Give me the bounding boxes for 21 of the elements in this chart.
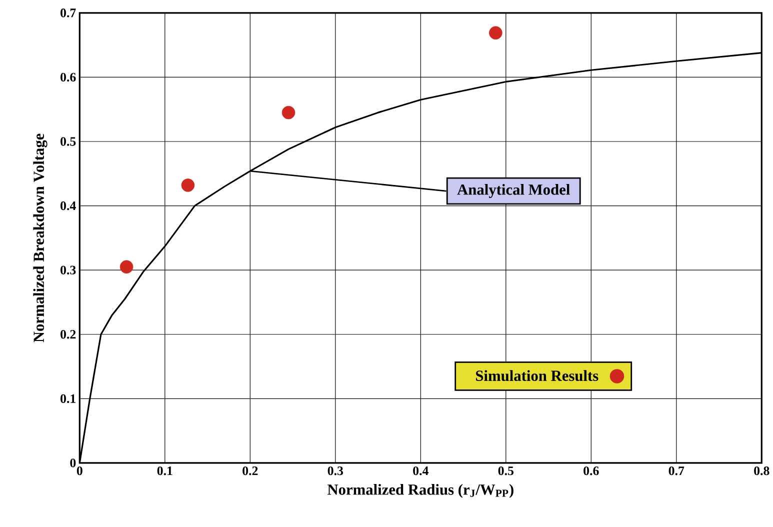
text: Analytical Model (457, 184, 570, 198)
x-tick-label: 0.3 (328, 466, 344, 476)
x-tick-label: 0.7 (668, 466, 684, 476)
x-tick-label: 0.6 (584, 466, 599, 476)
x-tick-label: 0.1 (157, 466, 172, 476)
x-tick-label: 0.4 (413, 466, 428, 476)
x-tick-label: 0.5 (498, 466, 514, 476)
y-tick-label: 0 (70, 458, 76, 468)
y-tick-label: 0.6 (60, 73, 76, 82)
y-tick-label: 0.7 (60, 8, 76, 18)
y-tick-label: 0.5 (60, 137, 76, 146)
y-tick-label: 0.4 (60, 202, 76, 210)
y-tick-label: 0.3 (60, 266, 76, 275)
x-tick-label: 0.2 (242, 466, 258, 476)
y-axis-title: Normalized Breakdown Voltage (33, 134, 48, 342)
x-tick-label: 0 (76, 466, 82, 476)
y-tick-label: 0.1 (60, 394, 76, 404)
x-tick-label: 0.8 (754, 466, 770, 476)
x-axis-title: Normalized Radius (r$_{J}$/W$_{PP}$) (327, 484, 514, 498)
y-tick-label: 0.2 (60, 330, 76, 339)
legend-label: Simulation Results (476, 370, 598, 382)
